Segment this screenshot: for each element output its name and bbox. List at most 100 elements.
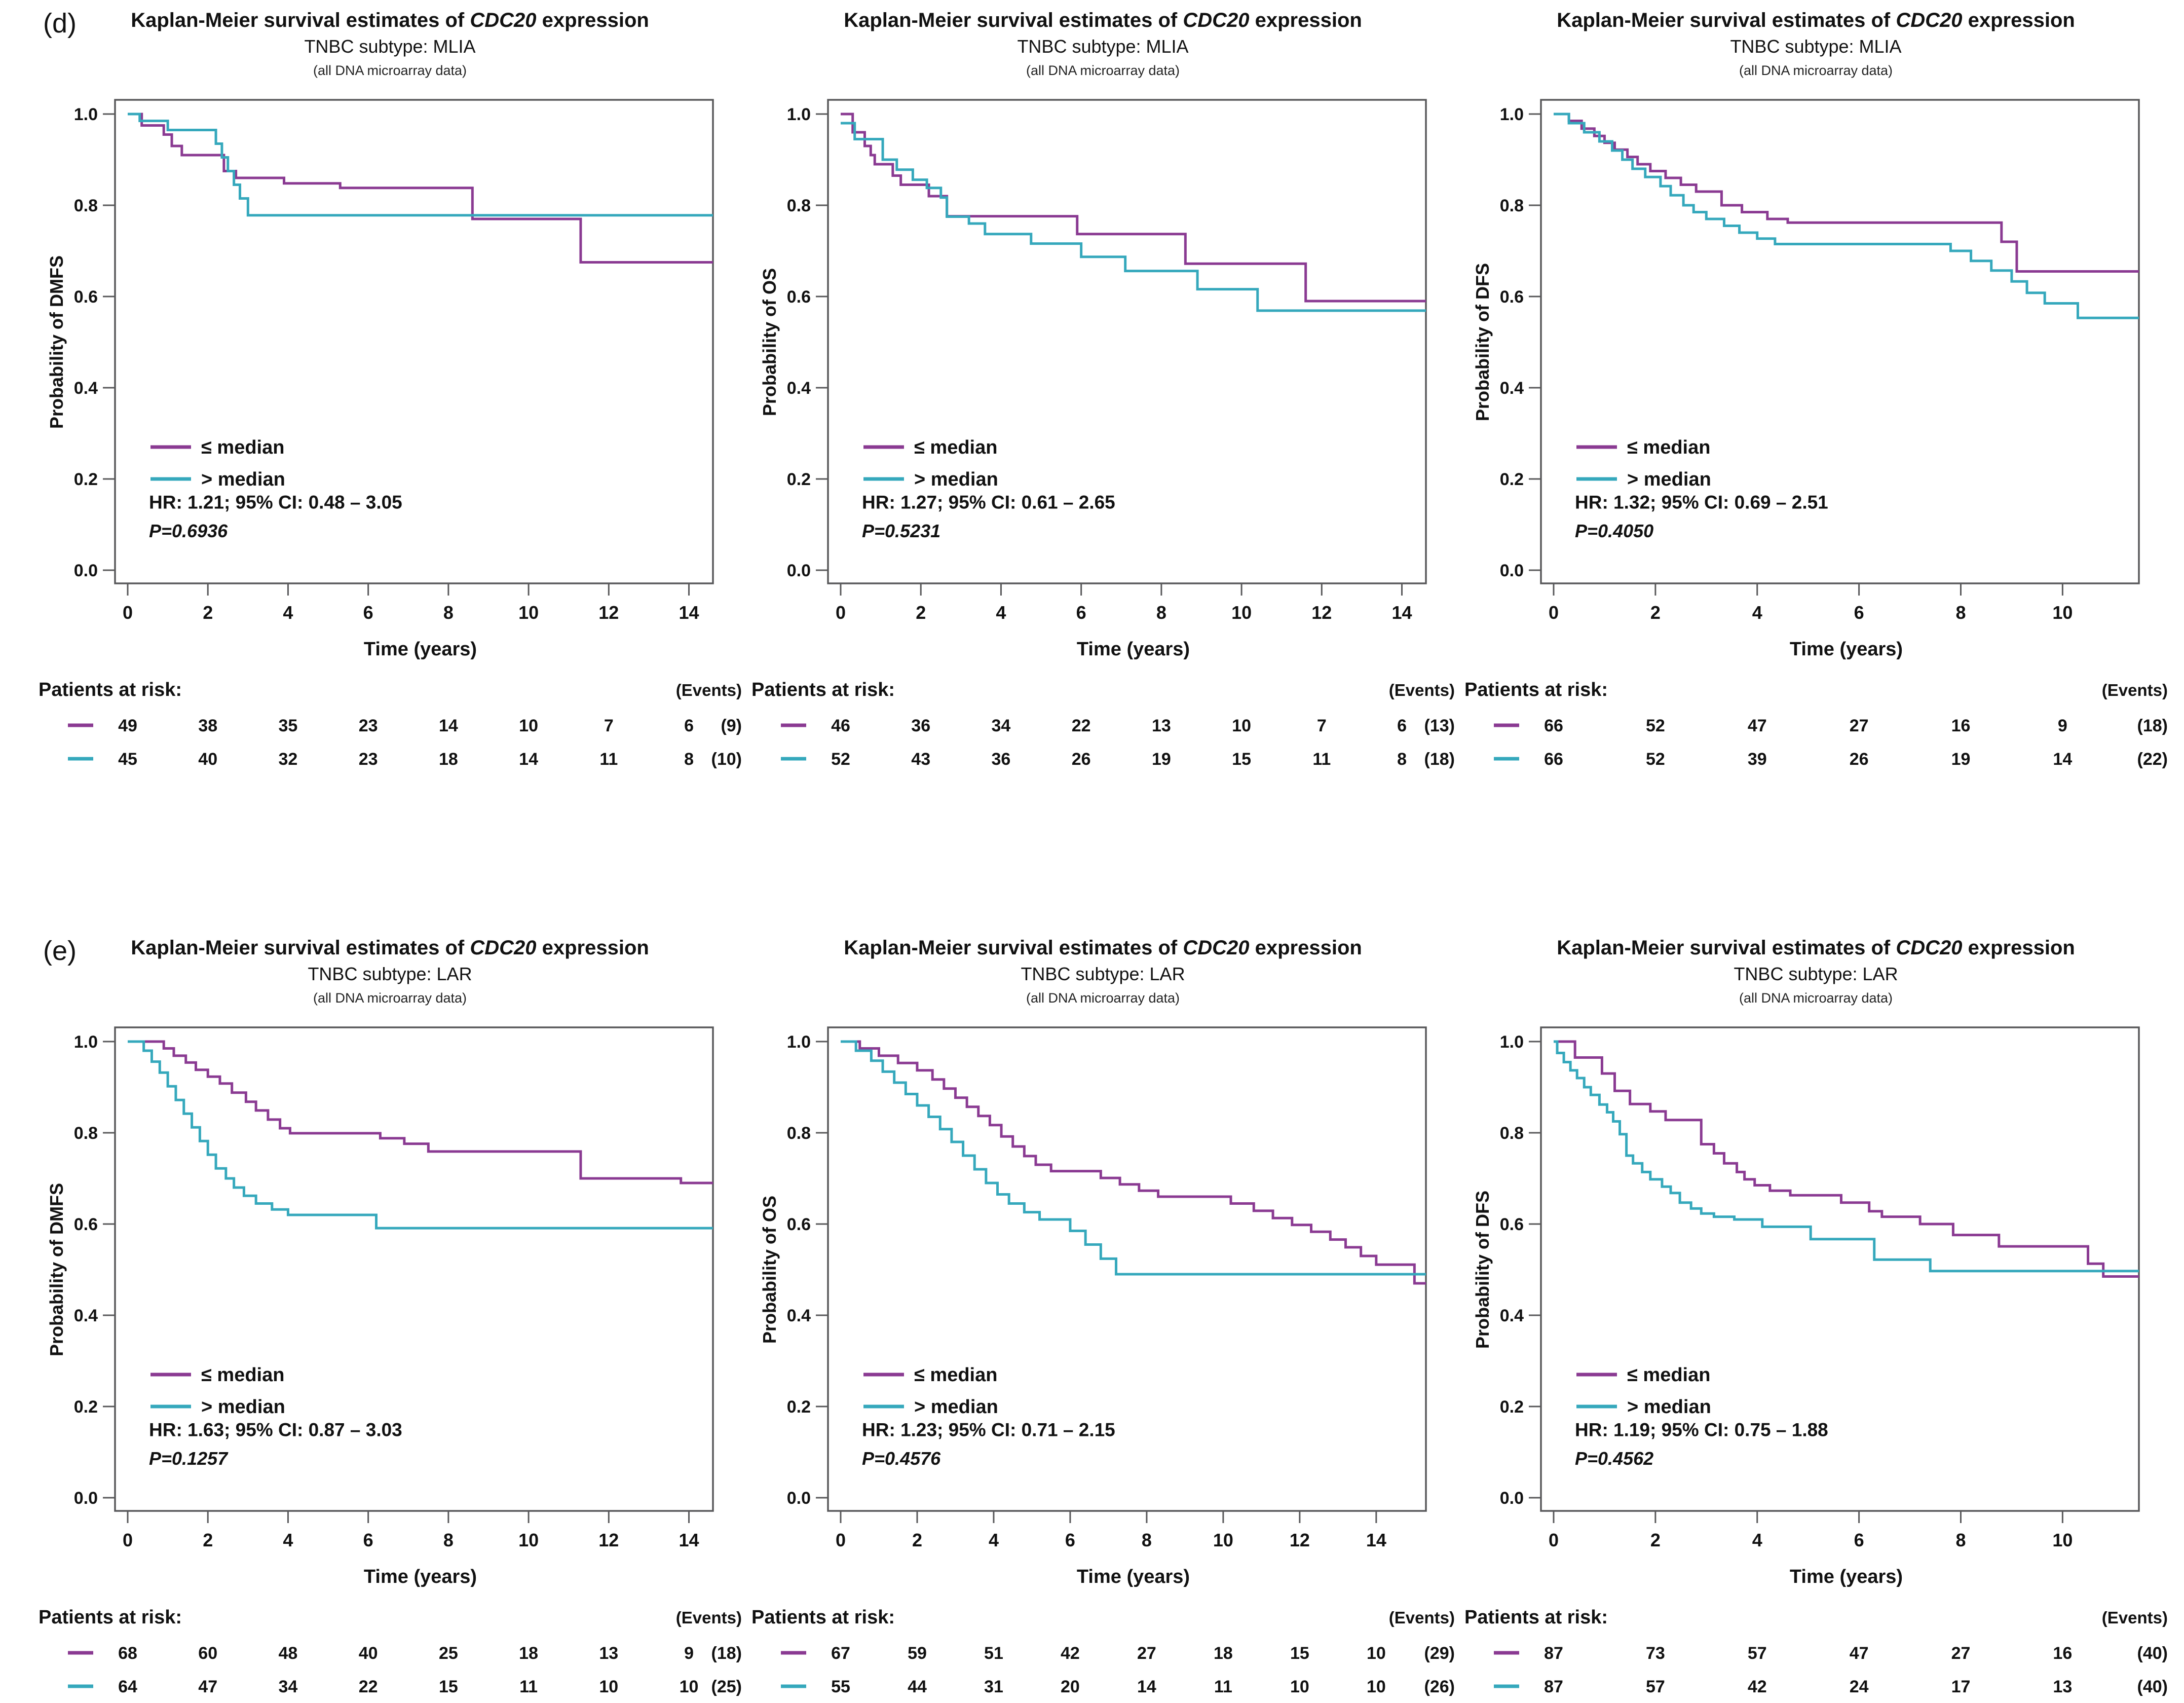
p-value: P=0.5231 <box>862 521 940 541</box>
y-axis-title: Probability of OS <box>759 268 780 416</box>
title-suffix: expression <box>1962 9 2075 31</box>
risk-value: 55 <box>831 1677 850 1696</box>
y-tick-label: 0.0 <box>1500 561 1524 580</box>
section-e-label: (e) <box>43 936 77 966</box>
section-d: (d) Kaplan-Meier survival estimates of C… <box>0 8 2184 775</box>
x-tick-label: 12 <box>1290 1530 1310 1550</box>
plot-box <box>114 99 714 584</box>
legend-label: ≤ median <box>914 437 997 458</box>
risk-value: 14 <box>2053 750 2072 769</box>
p-value: P=0.4050 <box>1575 521 1653 541</box>
x-tick-label: 14 <box>679 1530 699 1550</box>
hr-stat: HR: 1.21; 95% CI: 0.48 – 3.05 <box>149 492 402 513</box>
x-tick-label: 4 <box>989 1530 999 1550</box>
gene-name: CDC20 <box>1896 937 1963 959</box>
x-tick-label: 12 <box>1311 602 1332 623</box>
legend-label: > median <box>914 1396 998 1418</box>
title-prefix: Kaplan-Meier survival estimates of <box>844 9 1183 31</box>
y-tick-label: 0.4 <box>787 1306 811 1325</box>
risk-header: Patients at risk: <box>1464 679 1608 700</box>
risk-value: 14 <box>1137 1677 1156 1696</box>
risk-value: 16 <box>2053 1644 2072 1663</box>
events-value: (18) <box>2137 716 2168 735</box>
title-suffix: expression <box>536 937 649 959</box>
risk-header: Patients at risk: <box>39 679 182 700</box>
hr-stat: HR: 1.23; 95% CI: 0.71 – 2.15 <box>862 1420 1115 1440</box>
panel-title: Kaplan-Meier survival estimates of CDC20… <box>749 8 1456 33</box>
y-tick-label: 1.0 <box>787 1032 811 1052</box>
km-curve <box>841 1040 1426 1276</box>
events-value: (29) <box>1424 1644 1455 1663</box>
risk-header: Patients at risk: <box>1464 1607 1608 1628</box>
title-suffix: expression <box>1249 937 1362 959</box>
panel-subtitle: TNBC subtype: LAR <box>1734 964 1898 984</box>
x-axis-title: Time (years) <box>1790 1566 1903 1587</box>
risk-value: 18 <box>519 1644 538 1663</box>
risk-value: 11 <box>1312 750 1331 769</box>
panel-title-block: Kaplan-Meier survival estimates of CDC20… <box>749 935 1456 1021</box>
risk-value: 57 <box>1646 1677 1665 1696</box>
x-tick-label: 8 <box>443 1530 454 1550</box>
risk-value: 27 <box>1850 716 1869 735</box>
panel-subtitle: TNBC subtype: LAR <box>1021 964 1185 984</box>
x-tick-label: 6 <box>1065 1530 1075 1550</box>
x-tick-label: 6 <box>363 602 373 623</box>
events-header: (Events) <box>2102 681 2168 699</box>
x-tick-label: 0 <box>1549 602 1559 623</box>
x-tick-label: 6 <box>1854 602 1864 623</box>
km-curve <box>128 1040 713 1230</box>
section-d-panels: Kaplan-Meier survival estimates of CDC20… <box>36 8 2184 775</box>
legend-label: > median <box>1627 1396 1711 1418</box>
hr-stat: HR: 1.19; 95% CI: 0.75 – 1.88 <box>1575 1420 1828 1440</box>
panel-subtitle2: (all DNA microarray data) <box>1739 63 1893 78</box>
risk-value: 36 <box>992 750 1011 769</box>
section-e: (e) Kaplan-Meier survival estimates of C… <box>0 935 2184 1703</box>
legend-label: ≤ median <box>914 1364 997 1386</box>
km-chart-d-dfs: 0.0 0.2 0.4 0.6 0.8 1.0 Probability of DFS 0 2 4 6… <box>1464 99 2168 769</box>
km-curve <box>1554 113 2139 273</box>
risk-value: 52 <box>1646 750 1665 769</box>
x-tick-label: 4 <box>283 1530 293 1550</box>
y-tick-label: 0.0 <box>74 1489 98 1508</box>
risk-value: 87 <box>1544 1677 1563 1696</box>
panel-title: Kaplan-Meier survival estimates of CDC20… <box>1462 8 2169 33</box>
section-d-label: (d) <box>43 8 77 39</box>
risk-value: 14 <box>439 716 458 735</box>
y-axis-title: Probability of DMFS <box>46 1183 67 1356</box>
panel-subtitle: TNBC subtype: MLIA <box>1017 36 1189 57</box>
risk-value: 16 <box>1951 716 1971 735</box>
km-curve <box>1554 1040 2139 1273</box>
y-tick-label: 0.2 <box>74 470 98 489</box>
risk-value: 13 <box>1152 716 1171 735</box>
panel-subtitle2: (all DNA microarray data) <box>1026 990 1180 1006</box>
risk-value: 10 <box>1367 1644 1386 1663</box>
y-tick-label: 1.0 <box>1500 105 1524 124</box>
x-tick-label: 2 <box>1650 602 1661 623</box>
panel-subtitle2: (all DNA microarray data) <box>313 63 467 78</box>
km-panel-e-dfs: Kaplan-Meier survival estimates of CDC20… <box>1462 935 2169 1703</box>
risk-value: 19 <box>1951 750 1971 769</box>
x-tick-label: 10 <box>2052 602 2073 623</box>
km-chart-d-dmfs: 0.0 0.2 0.4 0.6 0.8 1.0 Probability of DMFS 0 2 4… <box>39 99 742 769</box>
legend-label: > median <box>914 469 998 490</box>
x-tick-label: 0 <box>123 1530 133 1550</box>
x-tick-label: 4 <box>283 602 293 623</box>
events-value: (9) <box>721 716 742 735</box>
risk-value: 49 <box>118 716 137 735</box>
hr-stat: HR: 1.63; 95% CI: 0.87 – 3.03 <box>149 1420 402 1440</box>
y-tick-label: 0.2 <box>1500 1397 1524 1417</box>
risk-value: 22 <box>359 1677 378 1696</box>
legend-label: ≤ median <box>201 1364 284 1386</box>
panel-subtitle2: (all DNA microarray data) <box>1026 63 1180 78</box>
panel-title: Kaplan-Meier survival estimates of CDC20… <box>749 935 1456 960</box>
y-tick-label: 0.6 <box>1500 287 1524 307</box>
p-value: P=0.4562 <box>1575 1448 1653 1469</box>
plot-box <box>1540 99 2140 584</box>
km-curve <box>841 122 1426 312</box>
x-axis-title: Time (years) <box>364 639 477 660</box>
risk-value: 27 <box>1951 1644 1971 1663</box>
risk-value: 10 <box>599 1677 618 1696</box>
x-tick-label: 4 <box>1752 1530 1762 1550</box>
panel-title: Kaplan-Meier survival estimates of CDC20… <box>36 8 743 33</box>
